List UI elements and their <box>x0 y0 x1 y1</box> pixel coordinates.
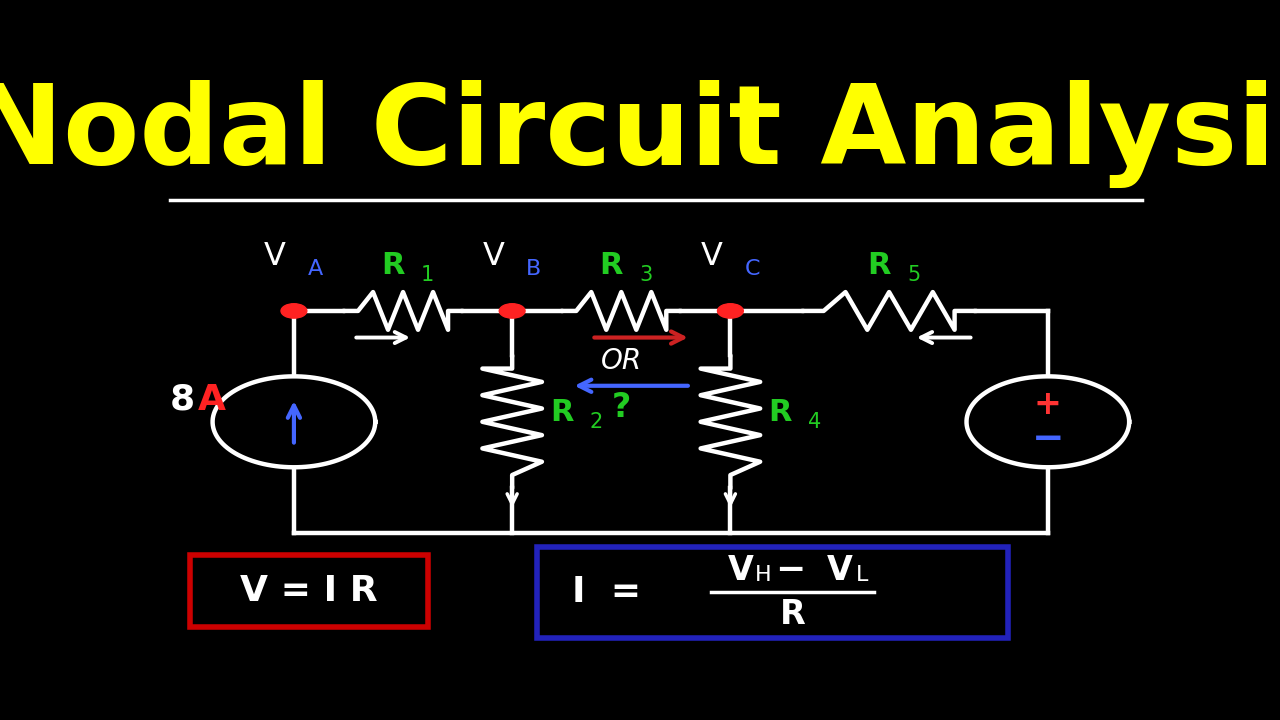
Text: A: A <box>197 382 225 417</box>
Text: −: − <box>774 553 805 587</box>
Text: V = I R: V = I R <box>239 574 378 608</box>
Circle shape <box>718 304 744 318</box>
Bar <box>538 546 1009 638</box>
Text: R: R <box>868 251 891 280</box>
Text: B: B <box>526 258 541 279</box>
Text: 3: 3 <box>639 265 653 285</box>
Text: V: V <box>827 554 852 587</box>
Text: V: V <box>264 241 285 272</box>
Circle shape <box>282 304 307 318</box>
Text: I  =: I = <box>572 575 641 609</box>
Text: +: + <box>1034 388 1062 421</box>
Text: H: H <box>755 564 772 585</box>
Text: Nodal Circuit Analysis: Nodal Circuit Analysis <box>0 79 1280 187</box>
Text: C: C <box>744 258 760 279</box>
Text: V: V <box>727 554 753 587</box>
Text: 8: 8 <box>170 382 195 417</box>
Text: R: R <box>550 398 573 428</box>
Text: R: R <box>768 398 792 428</box>
Text: 5: 5 <box>908 265 920 285</box>
Text: 1: 1 <box>421 265 434 285</box>
Text: L: L <box>856 564 869 585</box>
Text: 4: 4 <box>808 412 820 432</box>
Text: A: A <box>307 258 323 279</box>
Bar <box>189 555 428 627</box>
Text: 2: 2 <box>590 412 603 432</box>
Text: V: V <box>483 241 504 272</box>
Text: ?: ? <box>612 392 631 425</box>
Text: −: − <box>1032 420 1064 458</box>
Circle shape <box>499 304 525 318</box>
Text: OR: OR <box>600 347 641 375</box>
Text: R: R <box>381 251 404 280</box>
Text: R: R <box>599 251 623 280</box>
Text: R: R <box>780 598 806 631</box>
Text: V: V <box>700 241 722 272</box>
